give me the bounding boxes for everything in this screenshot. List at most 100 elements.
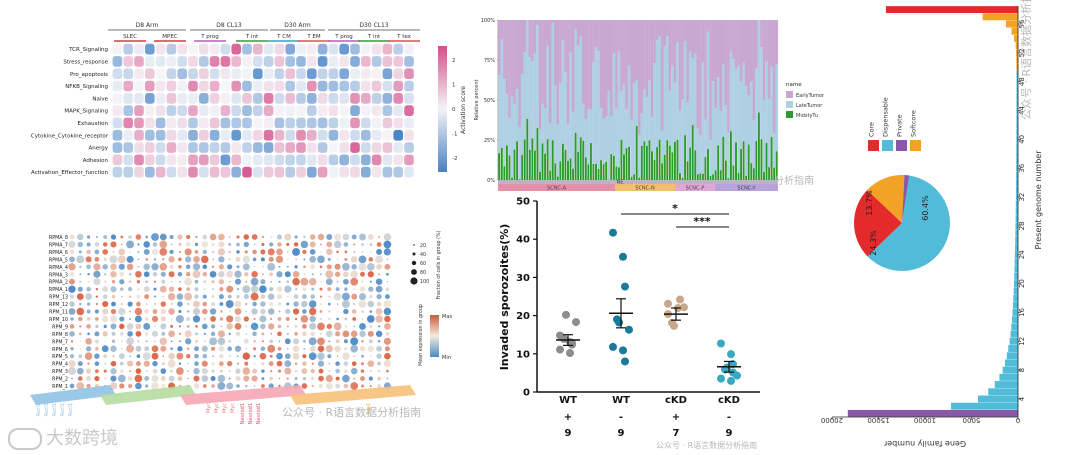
stackedbar-late-segment <box>742 62 746 142</box>
dotplot-dot <box>186 234 191 240</box>
dotplot-dot <box>376 301 382 307</box>
stackedbar-early-segment <box>744 20 748 87</box>
heatmap-cell <box>112 56 123 67</box>
dotplot-dot <box>270 280 272 283</box>
dotplot-dot <box>377 376 382 381</box>
dotplot-dot <box>319 295 323 298</box>
stackedbar-early-segment <box>622 20 626 85</box>
dotplot-dot <box>129 251 131 253</box>
dotplot-dot <box>319 332 323 335</box>
stackedbar-late-segment <box>638 134 641 178</box>
heatmap-cell <box>274 142 285 153</box>
heatmap-cell <box>328 166 339 178</box>
dotplot-dot <box>101 345 109 353</box>
stackedbar-late-segment <box>617 51 621 168</box>
dotplot-row-label: RPMA_1 <box>49 287 68 293</box>
dotplot-dot <box>169 234 174 240</box>
heatmap-cell <box>285 43 295 55</box>
dotplot-dot <box>285 316 290 322</box>
dotplot-dot <box>134 307 143 316</box>
sporozoite-point <box>625 325 633 334</box>
heatmap-cell <box>166 56 177 67</box>
dotplot-dot <box>336 280 339 283</box>
dotplot-dot <box>326 323 332 330</box>
dotplot-dot <box>351 263 358 270</box>
dotplot-dot <box>328 370 331 372</box>
heatmap-cell <box>134 68 144 80</box>
dotplot-size-legend-label: 60 <box>420 261 426 267</box>
genefamily-xtick: 0 <box>1016 416 1020 424</box>
dotplot-dot <box>201 241 209 248</box>
dotplot-dot <box>209 308 217 315</box>
stackedbar-early-segment <box>747 20 751 96</box>
heatmap-cell <box>317 166 328 178</box>
genefamily-bar <box>1006 352 1018 360</box>
heatmap-cell <box>145 80 155 92</box>
stackedbar-late-segment <box>706 31 710 150</box>
heatmap-row-label: Adhesion <box>83 158 109 164</box>
dotplot-dot <box>376 248 383 255</box>
heatmap-cell <box>123 142 133 153</box>
dotplot-dot <box>278 310 281 313</box>
heatmap-cell <box>177 68 187 80</box>
dotplot-dot <box>361 310 364 313</box>
genefamily-bar <box>1016 99 1018 107</box>
dotplot-dot <box>378 325 381 328</box>
genefamily-pie-label: 13.7% <box>865 190 874 216</box>
stackedbar-early-segment <box>666 20 669 37</box>
heatmap-cell <box>145 56 155 67</box>
dotplot-dot <box>93 278 101 286</box>
stackedbar-late-segment <box>635 80 639 127</box>
stackedbar-early-segment <box>775 20 779 65</box>
heatmap-cell <box>274 105 285 116</box>
dotplot-dot <box>334 263 341 270</box>
dotplot-dot <box>242 352 250 360</box>
dotplot-dot <box>211 280 215 284</box>
stackedbar-early-segment <box>711 20 715 82</box>
genefamily-bar <box>1016 135 1018 143</box>
heatmap-cell <box>317 117 328 129</box>
dotplot-dot <box>275 255 284 264</box>
heatmap-cell <box>339 56 349 67</box>
genefamily-bar <box>1016 171 1018 179</box>
heatmap-cell <box>155 43 166 55</box>
dotplot-dot <box>151 352 159 360</box>
dotplot-dot <box>204 340 206 343</box>
dotplot-dot <box>294 362 298 365</box>
dotplot-dot <box>79 273 82 276</box>
heatmap-cell <box>393 43 403 55</box>
stackedbar-late-segment <box>571 111 575 169</box>
heatmap-colorbar-title: Activation score <box>460 86 467 134</box>
dotplot-dot <box>320 303 322 305</box>
heatmap-subgroup-label: T prog <box>200 34 219 40</box>
dotplot-row-label: RPM_7 <box>52 339 68 345</box>
dotplot-dot <box>344 325 348 328</box>
dotplot-dot <box>284 233 292 241</box>
heatmap-cell <box>382 68 393 80</box>
stackedbar-mid-segment <box>511 177 513 180</box>
dotplot-dot <box>102 264 108 270</box>
dotplot-dot <box>162 295 165 298</box>
stackedbar-early-segment <box>528 20 532 58</box>
stackedbar-mid-segment <box>745 175 748 180</box>
heatmap-cell <box>328 93 339 104</box>
watermark-2: 公众号 · R语言数据分析指南 <box>656 441 758 450</box>
genefamily-pie-slice <box>854 189 902 257</box>
heatmap-cell <box>317 142 328 153</box>
dotplot-dot <box>328 363 330 365</box>
dotplot-dot <box>343 308 349 315</box>
heatmap-cell <box>220 68 231 80</box>
dotplot-dot <box>353 355 355 357</box>
genefamily-ytick: 48 <box>1018 77 1026 86</box>
dotplot-dot <box>103 242 108 247</box>
genefamily-bar <box>1016 179 1018 187</box>
stackedbar-early-segment <box>520 20 524 75</box>
stackedbar-mid-segment <box>760 139 763 180</box>
stackedbar-late-segment <box>699 135 702 174</box>
dotplot-dot <box>184 277 193 286</box>
dotplot-dot <box>310 264 316 270</box>
heatmap-cell <box>253 93 263 104</box>
dotplot-dot <box>152 309 158 314</box>
dotplot-dot <box>118 248 126 256</box>
dotplot-dot <box>342 262 350 271</box>
